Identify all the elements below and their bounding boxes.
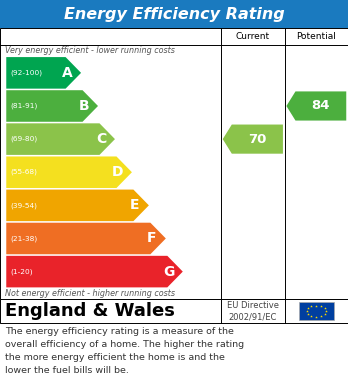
Text: (39-54): (39-54) xyxy=(10,202,38,209)
Polygon shape xyxy=(6,57,81,89)
Bar xyxy=(0,299,348,323)
Polygon shape xyxy=(6,123,115,155)
Text: E: E xyxy=(130,198,140,212)
Text: England & Wales: England & Wales xyxy=(5,302,175,320)
Text: (81-91): (81-91) xyxy=(10,103,38,109)
Text: D: D xyxy=(112,165,124,179)
Text: B: B xyxy=(79,99,89,113)
Text: EU Directive
2002/91/EC: EU Directive 2002/91/EC xyxy=(227,301,279,322)
Text: (21-38): (21-38) xyxy=(10,235,38,242)
Text: C: C xyxy=(96,132,106,146)
Polygon shape xyxy=(286,91,346,120)
Text: Very energy efficient - lower running costs: Very energy efficient - lower running co… xyxy=(5,46,175,56)
Text: (92-100): (92-100) xyxy=(10,70,42,76)
Text: Not energy efficient - higher running costs: Not energy efficient - higher running co… xyxy=(5,289,175,298)
Text: F: F xyxy=(147,231,157,246)
Bar xyxy=(0,0,348,28)
Text: The energy efficiency rating is a measure of the
overall efficiency of a home. T: The energy efficiency rating is a measur… xyxy=(5,327,244,375)
Text: G: G xyxy=(163,265,174,279)
Text: Current: Current xyxy=(236,32,270,41)
Text: (55-68): (55-68) xyxy=(10,169,38,176)
Polygon shape xyxy=(6,190,149,221)
Text: (69-80): (69-80) xyxy=(10,136,38,142)
Text: Potential: Potential xyxy=(296,32,336,41)
Polygon shape xyxy=(6,223,166,254)
Polygon shape xyxy=(223,125,283,154)
Text: 70: 70 xyxy=(248,133,267,145)
Text: (1-20): (1-20) xyxy=(10,268,33,275)
Polygon shape xyxy=(6,156,132,188)
Text: Energy Efficiency Rating: Energy Efficiency Rating xyxy=(64,7,284,22)
Polygon shape xyxy=(6,256,183,287)
Bar xyxy=(299,302,334,320)
Text: A: A xyxy=(62,66,72,80)
Polygon shape xyxy=(6,90,98,122)
Bar xyxy=(0,28,348,299)
Text: 84: 84 xyxy=(311,99,330,113)
